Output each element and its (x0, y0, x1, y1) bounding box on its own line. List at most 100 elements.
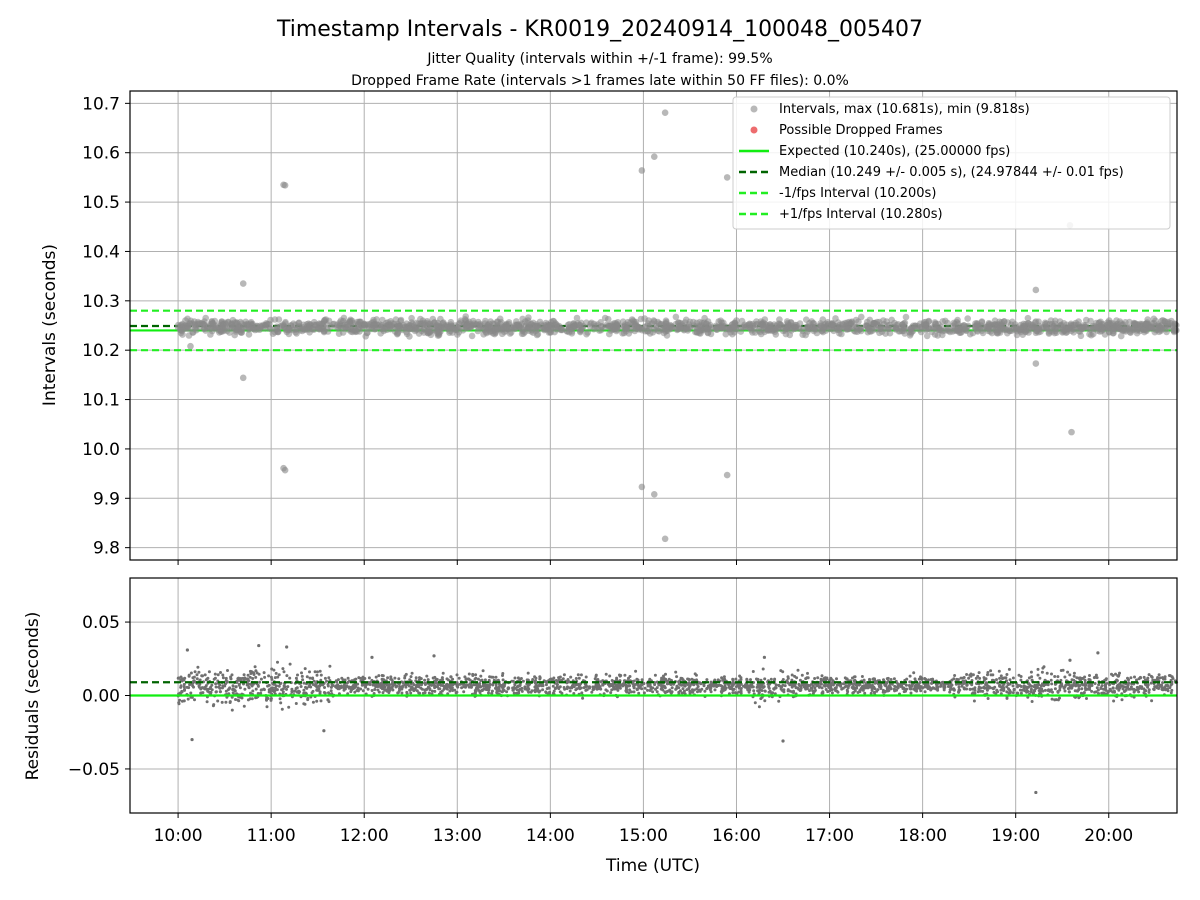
residual-point (196, 665, 200, 669)
residual-point (766, 682, 770, 686)
interval-point (309, 325, 316, 333)
residual-point (342, 686, 346, 690)
residual-point (1144, 683, 1148, 687)
interval-point (586, 323, 594, 330)
residual-point (568, 689, 572, 693)
residual-point (1067, 690, 1071, 694)
residual-point (562, 686, 566, 689)
residual-point (646, 688, 649, 692)
interval-point (462, 313, 470, 320)
interval-outlier-point (1032, 360, 1040, 367)
interval-point (592, 324, 599, 332)
residual-point (978, 676, 982, 680)
residual-point (1007, 667, 1011, 671)
residual-point (854, 683, 858, 687)
residual-point (209, 690, 213, 694)
interval-point (723, 323, 731, 331)
residual-point (443, 686, 446, 690)
residual-point (455, 673, 459, 677)
interval-point (1043, 324, 1051, 332)
residual-point (977, 687, 981, 691)
residual-point (1063, 675, 1067, 679)
residual-point (1068, 673, 1072, 677)
interval-point (457, 319, 465, 326)
residual-point (751, 670, 755, 673)
residual-point (302, 688, 306, 692)
legend-label-intervals: Intervals, max (10.681s), min (9.818s) (779, 102, 1030, 117)
residual-point (262, 671, 266, 675)
residual-point (299, 685, 303, 688)
residual-point (851, 684, 855, 688)
residual-point (973, 688, 977, 692)
residual-point (827, 686, 831, 689)
residual-point (393, 676, 397, 680)
interval-point (282, 320, 289, 327)
residual-point (806, 676, 810, 680)
residual-point (777, 684, 781, 688)
interval-outlier-point (650, 491, 658, 498)
residual-point (1147, 688, 1151, 692)
residual-point (763, 699, 767, 703)
interval-point (931, 319, 939, 326)
intervals-y-tick-label: 10.4 (82, 242, 120, 262)
residual-point (265, 705, 269, 709)
residual-point (251, 677, 255, 680)
residual-point (483, 683, 487, 687)
residual-point (1088, 685, 1092, 689)
residual-point (643, 686, 647, 690)
residual-point (304, 685, 307, 689)
residual-point (541, 688, 545, 692)
residual-point (336, 678, 340, 682)
residual-point (229, 677, 233, 680)
residual-point (1011, 691, 1015, 695)
x-tick-label: 13:00 (433, 826, 482, 846)
residual-point (224, 676, 228, 680)
residual-point (681, 687, 685, 691)
interval-point (957, 329, 964, 337)
residual-point (231, 684, 235, 688)
residual-point (510, 679, 514, 683)
residual-point (769, 677, 773, 681)
interval-point (202, 314, 209, 322)
residual-point (1011, 676, 1015, 680)
residual-point (621, 684, 625, 688)
interval-point (1013, 331, 1021, 339)
residual-point (729, 685, 733, 689)
residual-point (523, 685, 527, 689)
interval-point (238, 326, 246, 334)
residual-point (756, 683, 760, 687)
residual-point (1030, 678, 1034, 682)
residual-point (675, 675, 679, 679)
interval-point (672, 313, 680, 321)
residual-point (579, 686, 583, 690)
residual-point (219, 671, 222, 674)
interval-point (1017, 325, 1024, 332)
interval-point (737, 324, 745, 331)
residual-point (486, 686, 489, 690)
interval-point (321, 317, 328, 325)
residual-point (637, 691, 641, 695)
residual-point (584, 688, 588, 692)
interval-point (902, 313, 910, 321)
residual-point (278, 697, 282, 701)
residual-point (191, 676, 195, 680)
residual-point (210, 688, 214, 692)
residual-point (747, 687, 751, 691)
residual-point (429, 683, 433, 687)
interval-point (946, 328, 954, 336)
residual-point (999, 674, 1003, 678)
residual-point (783, 684, 787, 688)
interval-point (573, 314, 581, 322)
residual-point (247, 682, 251, 686)
residual-point (821, 691, 825, 695)
residual-point (555, 685, 559, 689)
residual-point (767, 686, 771, 690)
residual-point (597, 683, 601, 686)
residual-point (1090, 689, 1094, 693)
intervals-y-tick-label: 9.9 (93, 489, 120, 509)
residual-point (439, 683, 443, 687)
residual-point (1117, 688, 1121, 692)
residuals-y-axis-label: Residuals (seconds) (23, 612, 43, 781)
residual-point (382, 678, 386, 682)
interval-point (1065, 324, 1073, 332)
